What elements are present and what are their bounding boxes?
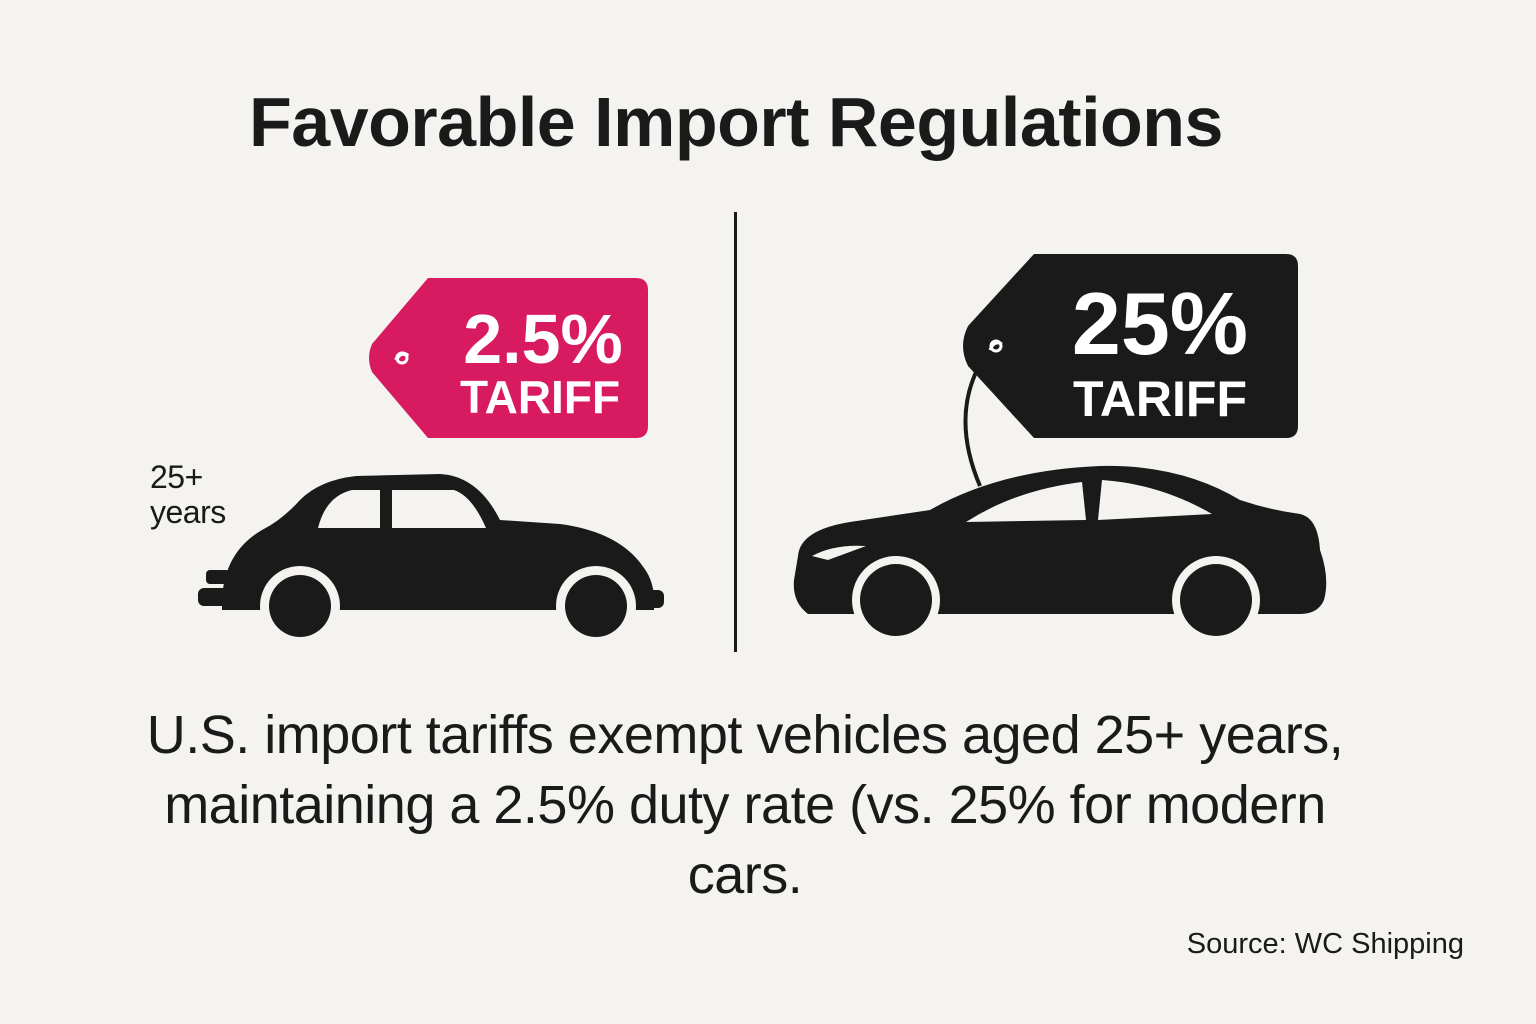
age-label-unit: years	[150, 494, 226, 531]
left-tag-value: 2.5%	[463, 300, 623, 378]
left-tag-label: TARIFF	[459, 371, 621, 423]
page-title: Favorable Import Regulations	[249, 83, 1223, 161]
caption: U.S. import tariffs exempt vehicles aged…	[146, 705, 1344, 905]
right-tag-value: 25%	[1071, 274, 1249, 373]
divider	[734, 212, 737, 652]
age-label: 25+ years	[150, 459, 226, 531]
right-tag-label: TARIFF	[1072, 371, 1248, 427]
source-credit: Source: WC Shipping	[1186, 928, 1464, 960]
age-label-number: 25+	[150, 459, 203, 495]
